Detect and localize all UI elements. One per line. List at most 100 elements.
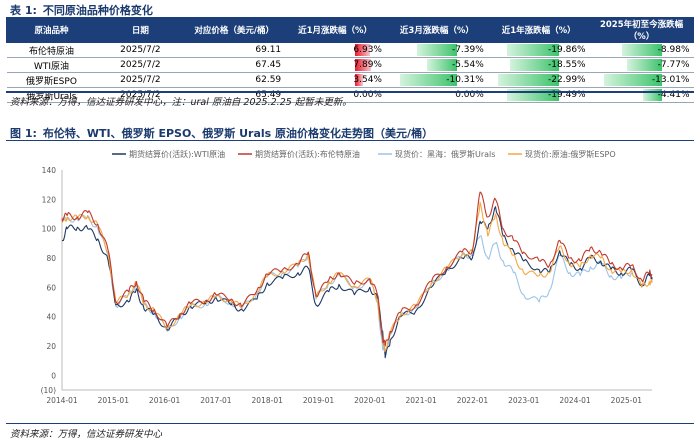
ytd-change-value: -4.41% — [657, 90, 690, 100]
m3-change-bar — [416, 44, 458, 56]
table-source-note: 资料来源：万得，信达证券研发中心，注：ural 原油自 2025.2.25 起暂… — [10, 97, 352, 108]
m1-change-value: 0.00% — [353, 90, 382, 100]
table-row: 俄罗斯ESPO 2025/7/2 62.59 3.54% -10.31% -22.99% -… — [6, 72, 694, 88]
ytd-change-value: -13.01% — [651, 75, 690, 85]
oil-price-line-chart: 140 120 100 80 60 40 20 0 (10)2014-01 2015-01 2016… — [41, 149, 653, 405]
m3-change-cell: -7.39% — [385, 42, 488, 58]
ytd-change-bar — [627, 59, 663, 71]
price-cell: 62.59 — [184, 72, 285, 88]
m1-change-cell: 6.93% — [284, 42, 386, 58]
y1-change-value: -19.49% — [548, 90, 586, 100]
y1-change-cell: -19.49% — [487, 87, 590, 103]
variety-cell: 俄罗斯ESPO — [6, 72, 97, 88]
y1-change-bar — [509, 59, 560, 71]
ytd-change-bar — [603, 74, 663, 86]
y-tick-label: 60 — [46, 283, 56, 292]
date-cell: 2025/7/2 — [96, 57, 185, 73]
legend-label: 期货结算价(活跃):WTI原油 — [129, 149, 225, 159]
table-row: 布伦特原油 2025/7/2 69.11 6.93% -7.39% -19.86% -8.9… — [6, 42, 694, 58]
price-cell: 67.45 — [184, 57, 285, 73]
table-caption: 表 1: 不同原油品种价格变化 — [10, 2, 153, 18]
m1-change-value: 3.54% — [353, 75, 382, 85]
ytd-change-value: -7.77% — [657, 60, 690, 70]
chart-caption-number: 图 1: — [10, 127, 37, 140]
y1-change-cell: -22.99% — [487, 72, 590, 88]
chart-caption: 图 1: 布伦特、WTI、俄罗斯 EPSO、俄罗斯 Urals 原油价格变化走势图… — [10, 125, 433, 141]
table-caption-title: 不同原油品种价格变化 — [42, 4, 153, 17]
m1-change-value: 7.89% — [353, 60, 382, 70]
y1-change-cell: -18.55% — [487, 57, 590, 73]
chart-bottom-rule — [6, 423, 694, 424]
x-tick-label: 2018-01 — [252, 396, 284, 405]
m3-change-cell: -5.54% — [385, 57, 488, 73]
m3-change-value: 0.00% — [455, 90, 484, 100]
series-line — [61, 201, 653, 352]
x-tick-label: 2021-01 — [405, 396, 437, 405]
m3-change-value: -10.31% — [446, 75, 484, 85]
y-tick-label: (10) — [41, 386, 56, 395]
m3-change-value: -5.54% — [451, 60, 484, 70]
date-cell: 2025/7/2 — [96, 42, 185, 58]
header-price: 对应价格（美元/桶） — [183, 17, 285, 43]
y1-change-value: -18.55% — [548, 60, 586, 70]
date-cell: 2025/7/2 — [96, 72, 185, 88]
y1-change-value: -19.86% — [548, 45, 586, 55]
series-line — [61, 206, 653, 359]
m1-change-value: 6.93% — [353, 45, 382, 55]
m3-change-value: -7.39% — [451, 45, 484, 55]
y-tick-label: 120 — [42, 195, 57, 204]
m1-change-cell: 3.54% — [284, 72, 386, 88]
x-tick-label: 2020-01 — [354, 396, 386, 405]
table-bottom-rule — [6, 91, 694, 93]
header-ytd-change: 2025年初至今涨跌幅（%） — [589, 17, 694, 43]
x-tick-label: 2022-01 — [457, 396, 489, 405]
table-header-row: 原油品种 日期 对应价格（美元/桶） 近1月涨跌幅（%） 近3月涨跌幅（%） 近… — [6, 17, 694, 43]
ytd-change-cell: -4.41% — [589, 87, 694, 103]
y-tick-label: 40 — [46, 313, 56, 322]
chart-source-note: 资料来源：万得，信达证券研发中心 — [10, 429, 163, 440]
m1-change-cell: 7.89% — [284, 57, 386, 73]
chart-caption-title: 布伦特、WTI、俄罗斯 EPSO、俄罗斯 Urals 原油价格变化走势图（美元/… — [42, 127, 434, 140]
header-1m-change: 近1月涨跌幅（%） — [283, 17, 387, 43]
y1-change-bar — [506, 44, 560, 56]
ytd-change-bar — [621, 44, 663, 56]
m3-change-bar — [426, 59, 458, 71]
ytd-change-cell: -8.98% — [589, 42, 694, 58]
y1-change-bar — [498, 74, 560, 86]
y1-change-value: -22.99% — [548, 75, 586, 85]
ytd-change-value: -8.98% — [657, 45, 690, 55]
table-caption-number: 表 1: — [10, 4, 37, 17]
variety-cell: WTI原油 — [6, 57, 97, 73]
x-tick-label: 2017-01 — [200, 396, 232, 405]
table-top-rule — [6, 17, 694, 19]
ytd-change-cell: -13.01% — [589, 72, 694, 88]
header-date: 日期 — [95, 17, 185, 43]
series-line — [61, 191, 653, 347]
y-tick-label: 80 — [46, 254, 56, 263]
y-tick-label: 20 — [46, 342, 56, 351]
table-row: WTI原油 2025/7/2 67.45 7.89% -5.54% -18.55% -7.7… — [6, 57, 694, 73]
m1-change-bar — [355, 44, 370, 56]
x-tick-label: 2025-01 — [611, 396, 643, 405]
y-tick-label: 0 — [51, 371, 56, 380]
m3-change-bar — [400, 74, 458, 86]
y-tick-label: 100 — [42, 225, 57, 234]
price-change-table: 原油品种 日期 对应价格（美元/桶） 近1月涨跌幅（%） 近3月涨跌幅（%） 近… — [6, 17, 694, 103]
m1-change-bar — [355, 74, 363, 86]
series-line — [61, 214, 633, 356]
m1-change-bar — [355, 59, 372, 71]
x-tick-label: 2016-01 — [149, 396, 181, 405]
m3-change-cell: 0.00% — [385, 87, 488, 103]
y-tick-label: 140 — [42, 166, 57, 175]
legend-label: 现货价:原油:俄罗斯ESPO — [525, 149, 616, 159]
y1-change-cell: -19.86% — [487, 42, 590, 58]
x-tick-label: 2023-01 — [508, 396, 540, 405]
variety-cell: 布伦特原油 — [6, 42, 97, 58]
m3-change-cell: -10.31% — [385, 72, 488, 88]
header-1y-change: 近1年涨跌幅（%） — [487, 17, 591, 43]
x-tick-label: 2024-01 — [559, 396, 591, 405]
price-cell: 69.11 — [184, 42, 285, 58]
header-3m-change: 近3月涨跌幅（%） — [385, 17, 489, 43]
ytd-change-cell: -7.77% — [589, 57, 694, 73]
x-tick-label: 2019-01 — [303, 396, 335, 405]
